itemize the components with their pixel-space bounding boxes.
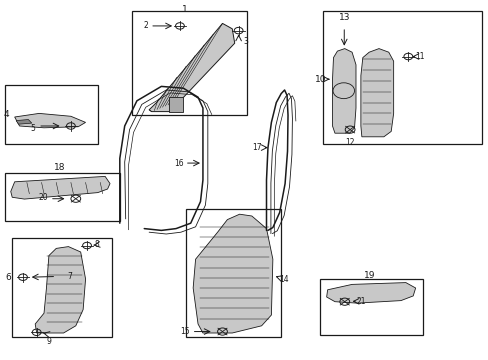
Text: 3: 3 [243,37,247,46]
Text: 13: 13 [338,13,349,22]
Text: 16: 16 [173,158,183,167]
Text: 6: 6 [6,273,12,282]
Polygon shape [193,214,272,333]
Polygon shape [149,23,234,112]
Polygon shape [35,247,85,333]
Text: 21: 21 [356,297,366,306]
Text: 5: 5 [31,123,36,132]
Text: 14: 14 [278,274,288,284]
Text: 17: 17 [251,143,261,152]
Polygon shape [15,113,85,128]
Bar [132,11,246,115]
Text: 15: 15 [180,327,189,336]
Text: 10: 10 [314,75,326,84]
Polygon shape [11,176,110,199]
Text: 2: 2 [143,21,148,30]
Text: 7: 7 [67,272,72,281]
Text: 18: 18 [54,163,65,172]
Text: 19: 19 [364,271,375,280]
Bar [185,209,281,337]
Bar [5,85,98,144]
Polygon shape [360,49,393,137]
Bar [322,11,481,144]
Polygon shape [332,49,355,133]
Text: 8: 8 [95,240,100,248]
Text: 9: 9 [46,337,51,346]
Text: 4: 4 [4,110,10,119]
Text: 12: 12 [345,138,354,147]
Text: 1: 1 [181,4,187,13]
Bar [5,173,120,221]
Polygon shape [16,120,32,124]
Text: 11: 11 [415,52,424,61]
Polygon shape [326,283,415,303]
Polygon shape [168,97,183,112]
Text: 20: 20 [38,194,48,202]
Bar [12,238,112,337]
Bar [320,279,422,335]
